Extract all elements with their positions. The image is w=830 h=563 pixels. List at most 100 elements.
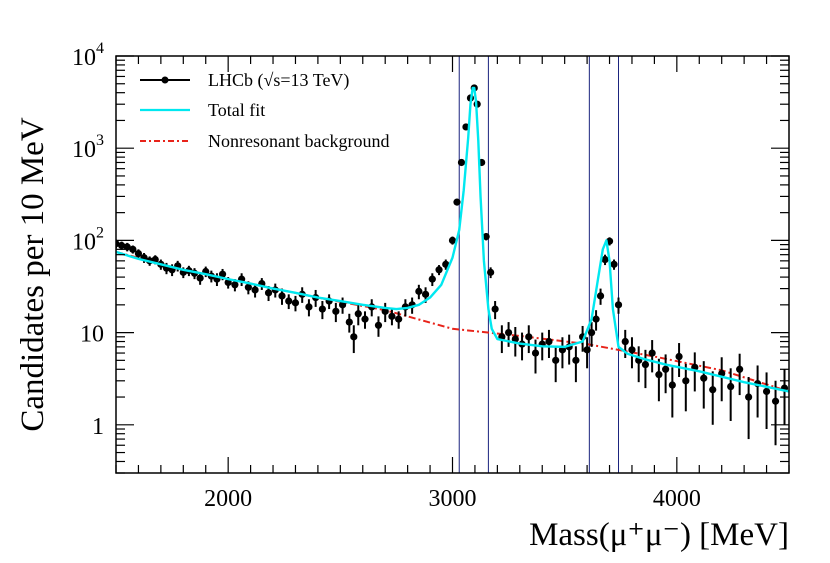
- data-point: [718, 357, 726, 402]
- data-marker: [682, 377, 690, 385]
- data-point: [504, 322, 513, 347]
- vertical-window-lines: [458, 56, 620, 473]
- data-point: [518, 332, 526, 361]
- data-marker: [244, 283, 252, 291]
- data-point: [368, 299, 376, 317]
- data-point: [635, 346, 643, 383]
- data-point: [428, 273, 436, 287]
- x-tick-label: 4000: [653, 486, 701, 512]
- data-point: [487, 267, 495, 279]
- data-marker: [531, 349, 540, 357]
- data-marker: [374, 321, 383, 329]
- total-fit-curve: [116, 86, 789, 393]
- data-point: [291, 295, 300, 312]
- data-marker: [395, 315, 403, 323]
- data-point: [745, 376, 753, 440]
- data-point: [318, 301, 326, 320]
- data-marker: [511, 335, 519, 343]
- data-marker: [771, 397, 780, 405]
- data-marker: [318, 305, 326, 313]
- data-point: [682, 363, 690, 412]
- data-marker: [361, 315, 369, 323]
- data-point: [565, 334, 573, 365]
- background-curve-layer: [116, 250, 789, 393]
- data-point: [675, 343, 683, 377]
- x-tick-label: 2000: [204, 486, 252, 512]
- data-point: [736, 353, 744, 396]
- data-point: [668, 367, 676, 418]
- y-tick-label: 103: [72, 132, 104, 163]
- data-marker: [545, 337, 553, 346]
- x-axis-title: Mass(μ⁺μ⁻) [MeV]: [529, 517, 789, 553]
- y-tick-label: 104: [72, 40, 104, 71]
- data-point: [350, 325, 358, 354]
- data-marker: [196, 274, 204, 282]
- data-marker: [457, 158, 466, 167]
- data-marker: [614, 301, 623, 309]
- data-marker: [442, 260, 450, 268]
- data-point: [305, 299, 313, 317]
- data-point: [354, 304, 362, 326]
- data-point: [545, 329, 553, 359]
- data-point: [285, 294, 293, 310]
- data-point: [381, 302, 389, 323]
- data-point: [610, 259, 618, 270]
- data-point: [587, 322, 596, 347]
- data-marker: [504, 328, 513, 337]
- data-point: [572, 346, 580, 383]
- legend-label-fit: Total fit: [208, 100, 265, 120]
- data-point: [118, 241, 126, 250]
- data-marker: [129, 245, 137, 253]
- data-point: [583, 337, 591, 369]
- data-point: [762, 372, 771, 430]
- data-point: [753, 365, 762, 418]
- data-marker: [415, 287, 423, 295]
- data-point: [453, 198, 461, 206]
- data-marker: [421, 290, 430, 298]
- y-tick-exponent: 4: [96, 40, 104, 57]
- data-marker: [491, 305, 499, 313]
- data-marker: [482, 232, 490, 241]
- data-point: [258, 278, 266, 290]
- data-point: [332, 302, 340, 323]
- data-marker: [345, 318, 353, 326]
- data-marker: [435, 266, 443, 274]
- data-marker: [123, 243, 131, 251]
- data-point: [592, 310, 600, 331]
- data-point: [361, 311, 369, 329]
- data-point: [771, 380, 780, 446]
- data-point: [123, 242, 131, 252]
- y-tick-base: 1: [92, 414, 104, 440]
- data-marker: [655, 371, 663, 379]
- data-marker: [572, 356, 580, 364]
- data-point: [134, 249, 143, 259]
- y-tick-base: 10: [72, 45, 96, 71]
- data-marker: [662, 365, 670, 373]
- data-marker: [448, 236, 457, 244]
- data-marker: [592, 315, 600, 323]
- legend-label-data: LHCb (√s=13 TeV): [208, 70, 349, 91]
- data-marker: [278, 292, 286, 300]
- data-marker: [487, 268, 495, 276]
- data-marker: [641, 360, 650, 369]
- data-marker: [388, 312, 396, 320]
- data-marker: [285, 297, 293, 305]
- legend-data-marker: [140, 76, 190, 84]
- data-marker: [231, 281, 239, 289]
- data-marker: [332, 307, 340, 315]
- data-point: [435, 265, 443, 276]
- data-marker: [354, 310, 362, 318]
- data-point: [482, 232, 490, 241]
- data-point: [648, 340, 656, 373]
- y-tick-label: 102: [72, 224, 104, 255]
- data-marker: [291, 299, 300, 307]
- data-point: [727, 368, 735, 421]
- data-point: [388, 309, 396, 326]
- legend: LHCb (√s=13 TeV) Total fit Nonresonant b…: [140, 70, 389, 151]
- data-point: [345, 313, 353, 333]
- background-curve: [116, 250, 789, 393]
- data-marker: [264, 289, 273, 297]
- y-tick-exponent: 3: [96, 132, 104, 149]
- data-point: [395, 311, 403, 329]
